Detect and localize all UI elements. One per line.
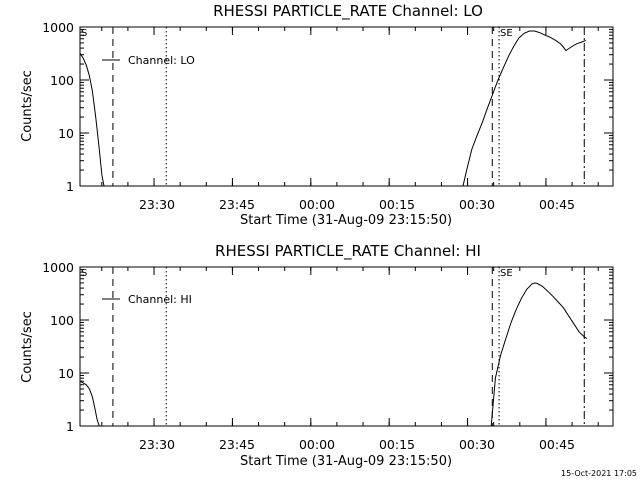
panel-hi-xtick-0030: 00:30 [459, 437, 495, 452]
panel-hi-ytick-100: 100 [50, 313, 74, 328]
panel-lo-title: RHESSI PARTICLE_RATE Channel: LO [213, 2, 483, 21]
panel-hi-ytick-1000: 1000 [42, 260, 74, 275]
panel-hi-title: RHESSI PARTICLE_RATE Channel: HI [215, 242, 481, 261]
panel-hi-ytick-1: 1 [66, 419, 74, 434]
panel-hi-ticks [80, 267, 613, 427]
panel-lo-xtick-0045: 00:45 [539, 197, 575, 212]
panel-hi-series-line-segment-1 [490, 282, 588, 427]
panel-hi-series [79, 282, 588, 427]
panel-hi-ytick-10: 10 [58, 366, 74, 381]
panel-lo-series [79, 30, 586, 187]
panel-lo-ytick-10: 10 [58, 126, 74, 141]
panel-lo-plot-frame [79, 26, 614, 187]
panel-lo-legend-label: Channel: LO [128, 54, 195, 67]
panel-lo-xtick-0015: 00:15 [379, 197, 415, 212]
panel-hi-x-axis-label: Start Time (31-Aug-09 23:15:50) [240, 454, 452, 469]
panel-lo-ytick-100: 100 [50, 73, 74, 88]
panel-hi-xtick-0000: 00:00 [299, 437, 335, 452]
panel-hi-xtick-2345: 23:45 [219, 437, 255, 452]
panel-hi-vlines [112, 267, 585, 426]
panel-lo-vlines [112, 27, 585, 186]
panel-hi: RHESSI PARTICLE_RATE Channel: HI 1000 10… [20, 242, 614, 469]
panel-lo-xtick-0030: 00:30 [459, 197, 495, 212]
panel-hi-xtick-0015: 00:15 [379, 437, 415, 452]
panel-lo-series-line-segment-0 [79, 52, 105, 187]
panel-hi-y-axis-label: Counts/sec [20, 311, 35, 383]
footer-timestamp: 15-Oct-2021 17:05 [561, 469, 637, 478]
panel-lo-xtick-2345: 23:45 [219, 197, 255, 212]
panel-lo-xtick-0000: 00:00 [299, 197, 335, 212]
panel-lo-ytick-1: 1 [66, 179, 74, 194]
panel-hi-marker-end: SE [500, 268, 513, 279]
panel-lo-ticks [80, 27, 613, 187]
panel-hi-xtick-2330: 23:30 [139, 437, 175, 452]
panel-lo-marker-end: SE [500, 28, 513, 39]
panel-lo-marker-start: S [81, 28, 87, 39]
panel-lo-series-line-segment-1 [462, 30, 586, 187]
panel-lo-x-axis-label: Start Time (31-Aug-09 23:15:50) [240, 213, 452, 228]
panel-hi-marker-start: S [81, 268, 87, 279]
panel-lo-xtick-2330: 23:30 [139, 197, 175, 212]
panel-lo-y-axis-label: Counts/sec [20, 70, 35, 142]
panel-hi-series-line-segment-0 [79, 380, 100, 427]
panel-hi-legend-label: Channel: HI [128, 293, 192, 306]
panel-lo: RHESSI PARTICLE_RATE Channel: LO 1000 10… [20, 2, 614, 228]
panel-hi-plot-frame [79, 266, 614, 427]
panel-hi-xtick-0045: 00:45 [539, 437, 575, 452]
panel-lo-ytick-1000: 1000 [42, 20, 74, 35]
